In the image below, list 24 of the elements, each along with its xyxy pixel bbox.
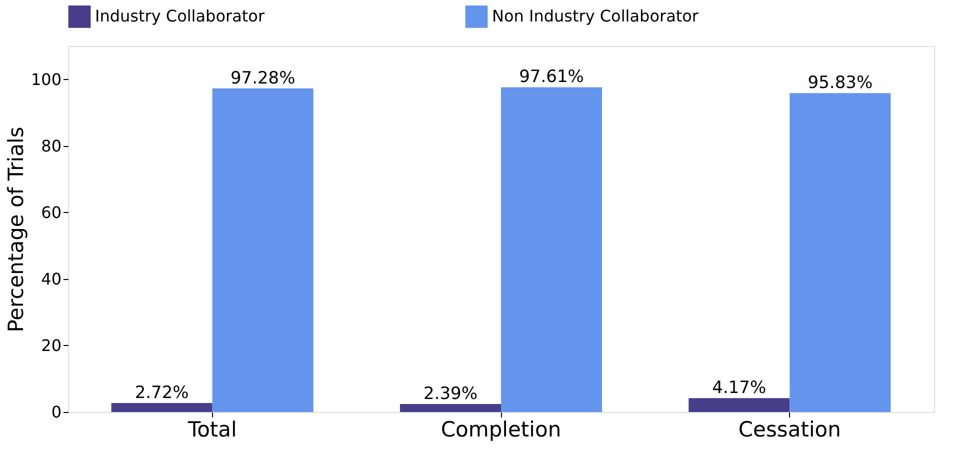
y-tick-label: 0 bbox=[51, 402, 62, 422]
data-label: 95.83% bbox=[808, 73, 873, 94]
y-axis-title: Percentage of Trials bbox=[4, 126, 28, 332]
y-tick-label: 80 bbox=[41, 136, 62, 156]
bar bbox=[501, 87, 602, 412]
data-label: 2.72% bbox=[134, 382, 189, 403]
x-tick-label: Total bbox=[186, 418, 237, 442]
y-tick-label: 100 bbox=[30, 70, 62, 89]
data-label: 2.39% bbox=[423, 384, 478, 404]
bar bbox=[400, 404, 501, 412]
bar bbox=[790, 93, 891, 412]
y-tick-label: 40 bbox=[41, 269, 62, 288]
bar bbox=[212, 88, 314, 412]
data-label: 97.61% bbox=[519, 67, 584, 88]
y-tick-label: 60 bbox=[41, 202, 62, 222]
bar bbox=[111, 402, 212, 412]
y-tick-label: 20 bbox=[41, 336, 62, 355]
legend-label: Industry Collaborator bbox=[95, 6, 265, 26]
legend-label: Non Industry Collaborator bbox=[492, 6, 699, 26]
bar bbox=[688, 398, 790, 412]
x-tick-label: Completion bbox=[440, 418, 562, 442]
x-tick-label: Cessation bbox=[738, 418, 841, 442]
data-label: 4.17% bbox=[712, 378, 766, 398]
data-label: 97.28% bbox=[230, 68, 296, 88]
